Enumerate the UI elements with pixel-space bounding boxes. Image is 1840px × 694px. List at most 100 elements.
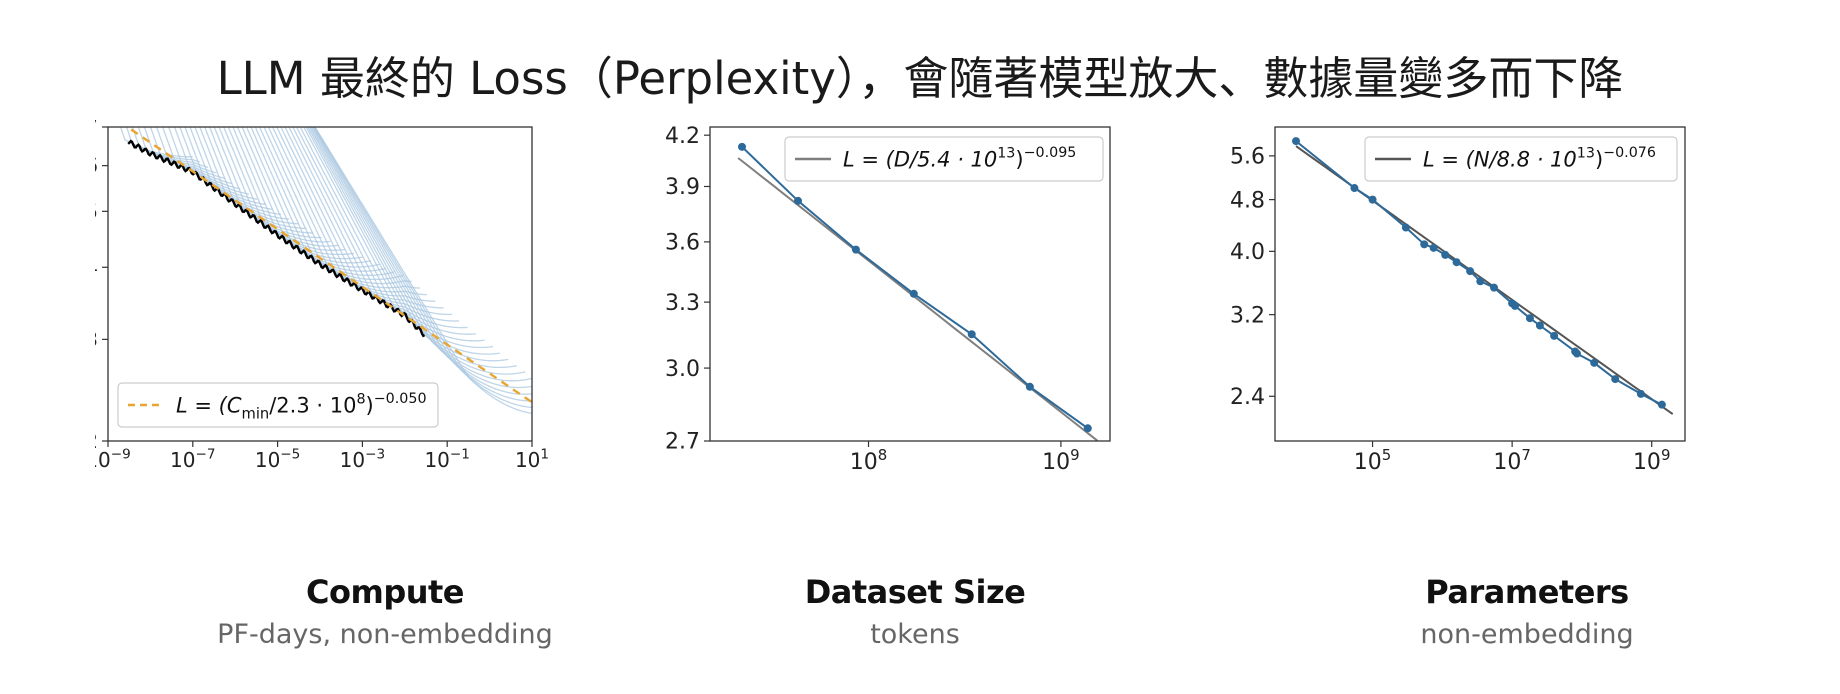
parameters-legend-box	[1364, 136, 1678, 182]
parameters-data-point	[1429, 243, 1438, 252]
compute-training-curve	[288, 127, 468, 329]
compute-y-tick-label: 7	[95, 120, 98, 139]
dataset-legend-label: L = (D/5.4 · 1013)−0.095	[843, 145, 1076, 171]
compute-training-curve	[292, 127, 477, 335]
compute-training-curve	[208, 127, 322, 239]
dataset-x-tick-label: 108	[850, 446, 888, 475]
dataset-data-point	[1083, 424, 1092, 433]
parameters-data-point	[1590, 358, 1599, 367]
parameters-y-tick-label: 4.0	[1230, 240, 1265, 265]
dataset-data-point	[793, 196, 802, 205]
dataset-legend-box	[784, 136, 1104, 182]
compute-fit-line	[125, 127, 532, 404]
compute-training-curve	[223, 127, 346, 251]
dataset-y-tick-label: 3.6	[665, 231, 700, 256]
dataset-y-tick-label: 3.0	[665, 357, 700, 382]
parameters-data-point	[1657, 400, 1666, 409]
compute-training-curve	[295, 127, 485, 342]
parameters-data-point	[1611, 375, 1620, 384]
dataset-x-tick-label: 109	[1042, 446, 1080, 475]
parameters-data-point	[1511, 301, 1520, 310]
dataset-data-point	[737, 142, 746, 151]
dataset-data-point	[909, 289, 918, 298]
dataset-caption: Dataset Size tokens	[705, 573, 1125, 650]
parameters-y-tick-label: 2.4	[1230, 385, 1265, 410]
compute-training-curve	[173, 127, 266, 206]
compute-chart: Test Loss23456710−910−710−510−310−1101L …	[95, 120, 549, 472]
parameters-data-point	[1452, 258, 1461, 267]
parameters-x-tick-label: 109	[1633, 446, 1671, 475]
parameters-chart: 2.4 3.2 4.0 4.8 5.6 105 107 109 L = (N/8.8 · 101…	[1230, 126, 1686, 475]
compute-y-tick-label: 3	[95, 327, 98, 351]
parameters-y-tick-label: 4.8	[1230, 188, 1265, 213]
compute-x-tick-label: 10−7	[170, 447, 216, 472]
dataset-xlabel: Dataset Size	[804, 573, 1026, 611]
parameters-data-point	[1441, 250, 1450, 259]
compute-training-curve	[161, 127, 249, 195]
parameters-x-tick-label: 107	[1493, 446, 1531, 475]
parameters-legend-label: L = (N/8.8 · 1013)−0.076	[1423, 145, 1656, 171]
parameters-caption: Parameters non-embedding	[1317, 573, 1737, 650]
compute-legend-label: L = (Cmin/2.3 · 108)−0.050	[176, 391, 427, 422]
dataset-fit-line	[737, 157, 1099, 442]
compute-training-curve	[276, 127, 444, 309]
dataset-y-tick-label: 3.3	[665, 291, 700, 316]
compute-caption: Compute PF-days, non-embedding	[175, 573, 595, 650]
dataset-series-line	[741, 146, 1089, 430]
compute-xlabel: Compute	[306, 573, 465, 611]
compute-training-curve	[232, 127, 363, 260]
dataset-xlabel-sub: tokens	[870, 619, 960, 650]
compute-training-curve	[213, 127, 331, 243]
parameters-data-point	[1572, 349, 1581, 358]
compute-training-curve	[218, 127, 339, 247]
parameters-plot-frame	[1274, 126, 1686, 442]
parameters-data-point	[1525, 314, 1534, 323]
parameters-data-point	[1636, 389, 1645, 398]
compute-x-tick-label: 101	[515, 447, 549, 472]
parameters-xlabel: Parameters	[1425, 573, 1629, 611]
compute-x-tick-label: 10−3	[340, 447, 386, 472]
compute-training-curve	[308, 127, 526, 375]
parameters-x-tick-label: 105	[1354, 446, 1392, 475]
dataset-data-point	[1025, 382, 1034, 391]
compute-x-tick-label: 10−5	[255, 447, 301, 472]
compute-y-tick-label: 5	[95, 199, 98, 223]
parameters-data-point	[1490, 283, 1499, 292]
page-title: LLM 最終的 Loss（Perplexity），會隨著模型放大、數據量變多而下…	[216, 52, 1624, 105]
parameters-data-point	[1420, 240, 1429, 249]
dataset-y-tick-label: 4.2	[665, 124, 700, 149]
parameters-y-tick-label: 3.2	[1230, 303, 1265, 328]
compute-training-curve	[131, 127, 209, 169]
dataset-size-chart: 2.7 3.0 3.3 3.6 3.9 4.2 108 109 L = (D/5.4 · 101…	[665, 124, 1111, 475]
compute-y-tick-label: 6	[95, 154, 98, 178]
compute-training-curve	[313, 127, 532, 402]
parameters-data-point	[1350, 184, 1359, 193]
compute-training-curve	[204, 127, 314, 234]
compute-x-tick-label: 10−1	[424, 447, 470, 472]
parameters-data-point	[1401, 223, 1410, 232]
parameters-series-line	[1295, 140, 1663, 406]
compute-legend-box	[117, 382, 439, 428]
compute-y-tick-label: 4	[95, 255, 98, 279]
compute-training-curve	[311, 127, 532, 389]
compute-training-curve	[267, 127, 427, 296]
dataset-y-tick-label: 3.9	[665, 175, 700, 200]
parameters-data-point	[1368, 195, 1377, 204]
compute-training-curve	[310, 127, 532, 382]
compute-plot-frame	[107, 126, 533, 442]
compute-training-curve	[241, 127, 380, 268]
compute-training-curve	[280, 127, 453, 316]
parameters-xlabel-sub: non-embedding	[1420, 619, 1634, 650]
compute-training-curve	[305, 127, 509, 362]
dataset-data-point	[851, 245, 860, 254]
compute-training-curve	[227, 127, 355, 256]
parameters-data-point	[1292, 137, 1301, 146]
compute-training-curve	[314, 127, 532, 415]
dataset-data-point	[967, 330, 976, 339]
compute-training-curve	[284, 127, 460, 322]
dataset-plot-frame	[709, 126, 1111, 442]
parameters-data-point	[1476, 277, 1485, 286]
compute-training-curve	[307, 127, 517, 369]
compute-x-tick-label: 10−9	[95, 447, 131, 472]
compute-y-tick-label: 2	[95, 429, 98, 453]
